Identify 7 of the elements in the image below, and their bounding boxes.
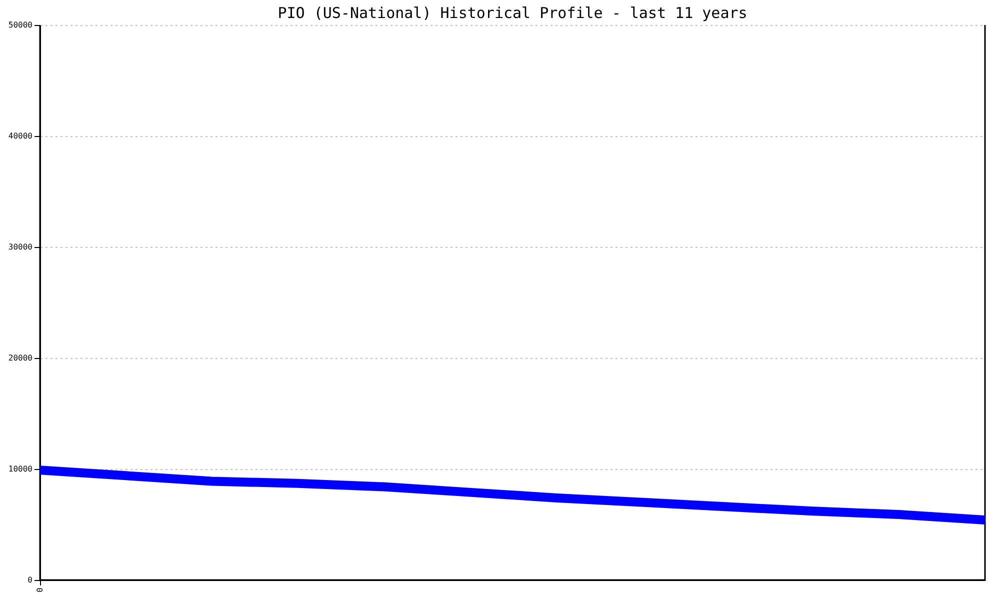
chart-title: PIO (US-National) Historical Profile - last 11 years [278,4,748,22]
y-tick-label: 10000 [8,464,33,474]
y-tick-label: 50000 [8,20,33,30]
y-tick-label: 20000 [8,354,33,362]
y-tick-label: 0 [28,576,33,584]
y-tick-label: 30000 [8,242,33,252]
y-tick-label: 40000 [8,132,33,140]
